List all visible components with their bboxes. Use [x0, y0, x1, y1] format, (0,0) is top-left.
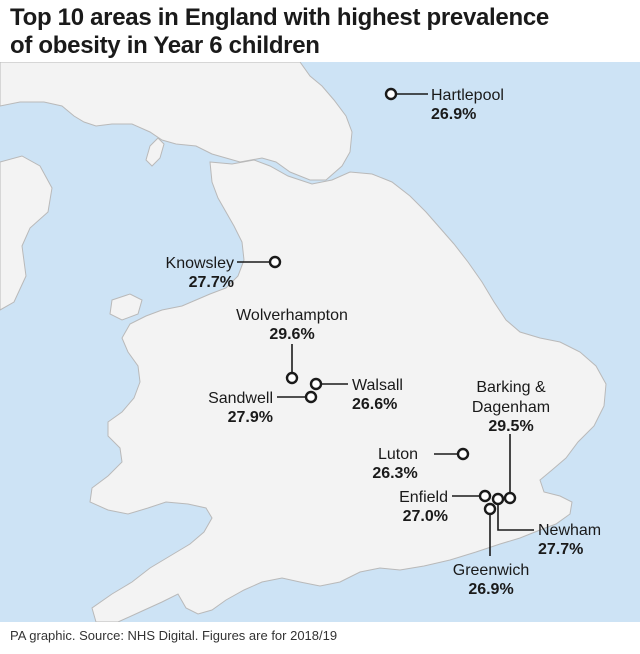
area-value: 27.7%: [538, 541, 583, 558]
area-name: Enfield: [399, 489, 448, 506]
area-value: 26.3%: [372, 465, 417, 482]
area-value: 27.0%: [403, 508, 448, 525]
area-sandwell[interactable]: Sandwell 27.9%: [208, 390, 318, 426]
area-wolverhampton[interactable]: Wolverhampton 29.6%: [236, 307, 348, 385]
area-newham[interactable]: Newham 27.7%: [491, 492, 601, 558]
area-hartlepool[interactable]: Hartlepool 26.9%: [384, 87, 504, 123]
location-marker[interactable]: [478, 489, 492, 503]
isle-of-man-landmass: [145, 137, 165, 167]
area-value: 26.6%: [352, 396, 397, 413]
map-panel: Hartlepool 26.9% Knowsley 27.7% Wolverha…: [0, 62, 640, 622]
area-walsall[interactable]: Walsall 26.6%: [309, 377, 403, 413]
leader-line: [497, 504, 534, 531]
area-value: 27.9%: [228, 409, 273, 426]
ireland-landmass: [0, 155, 53, 311]
area-greenwich[interactable]: Greenwich 26.9%: [453, 502, 529, 598]
area-name: Barking &: [476, 379, 546, 396]
title-line-1: Top 10 areas in England with highest pre…: [10, 4, 549, 31]
scotland-landmass: [0, 62, 353, 181]
location-marker[interactable]: [304, 390, 318, 404]
area-value: 27.7%: [189, 274, 234, 291]
area-value: 26.9%: [431, 106, 476, 123]
area-value: 29.5%: [488, 418, 533, 435]
anglesey-landmass: [109, 293, 143, 321]
area-name: Knowsley: [166, 255, 234, 272]
map-canvas: Hartlepool 26.9% Knowsley 27.7% Wolverha…: [0, 62, 607, 622]
location-marker[interactable]: [268, 255, 282, 269]
area-luton[interactable]: Luton 26.3%: [372, 446, 470, 482]
area-name: Newham: [538, 522, 601, 539]
area-name: Wolverhampton: [236, 307, 348, 324]
location-marker[interactable]: [384, 87, 398, 101]
area-name: Luton: [378, 446, 418, 463]
area-name: Greenwich: [453, 562, 529, 579]
source-note: PA graphic. Source: NHS Digital. Figures…: [10, 628, 338, 643]
location-marker[interactable]: [503, 491, 517, 505]
area-enfield[interactable]: Enfield 27.0%: [399, 489, 492, 525]
area-name: Sandwell: [208, 390, 273, 407]
area-value: 29.6%: [269, 326, 314, 343]
area-value: 26.9%: [468, 581, 513, 598]
location-marker[interactable]: [456, 447, 470, 461]
title-line-2: of obesity in Year 6 children: [10, 32, 320, 59]
area-knowsley[interactable]: Knowsley 27.7%: [166, 255, 282, 291]
area-name: Hartlepool: [431, 87, 504, 104]
england-wales-landmass: [89, 159, 607, 622]
area-name-line-2: Dagenham: [472, 399, 550, 416]
location-marker[interactable]: [483, 502, 497, 516]
area-name: Walsall: [352, 377, 403, 394]
location-marker[interactable]: [491, 492, 505, 506]
map-title: Top 10 areas in England with highest pre…: [10, 4, 630, 60]
location-marker[interactable]: [309, 377, 323, 391]
area-barking-dagenham[interactable]: Barking & Dagenham 29.5%: [472, 379, 550, 505]
location-marker[interactable]: [285, 371, 299, 385]
